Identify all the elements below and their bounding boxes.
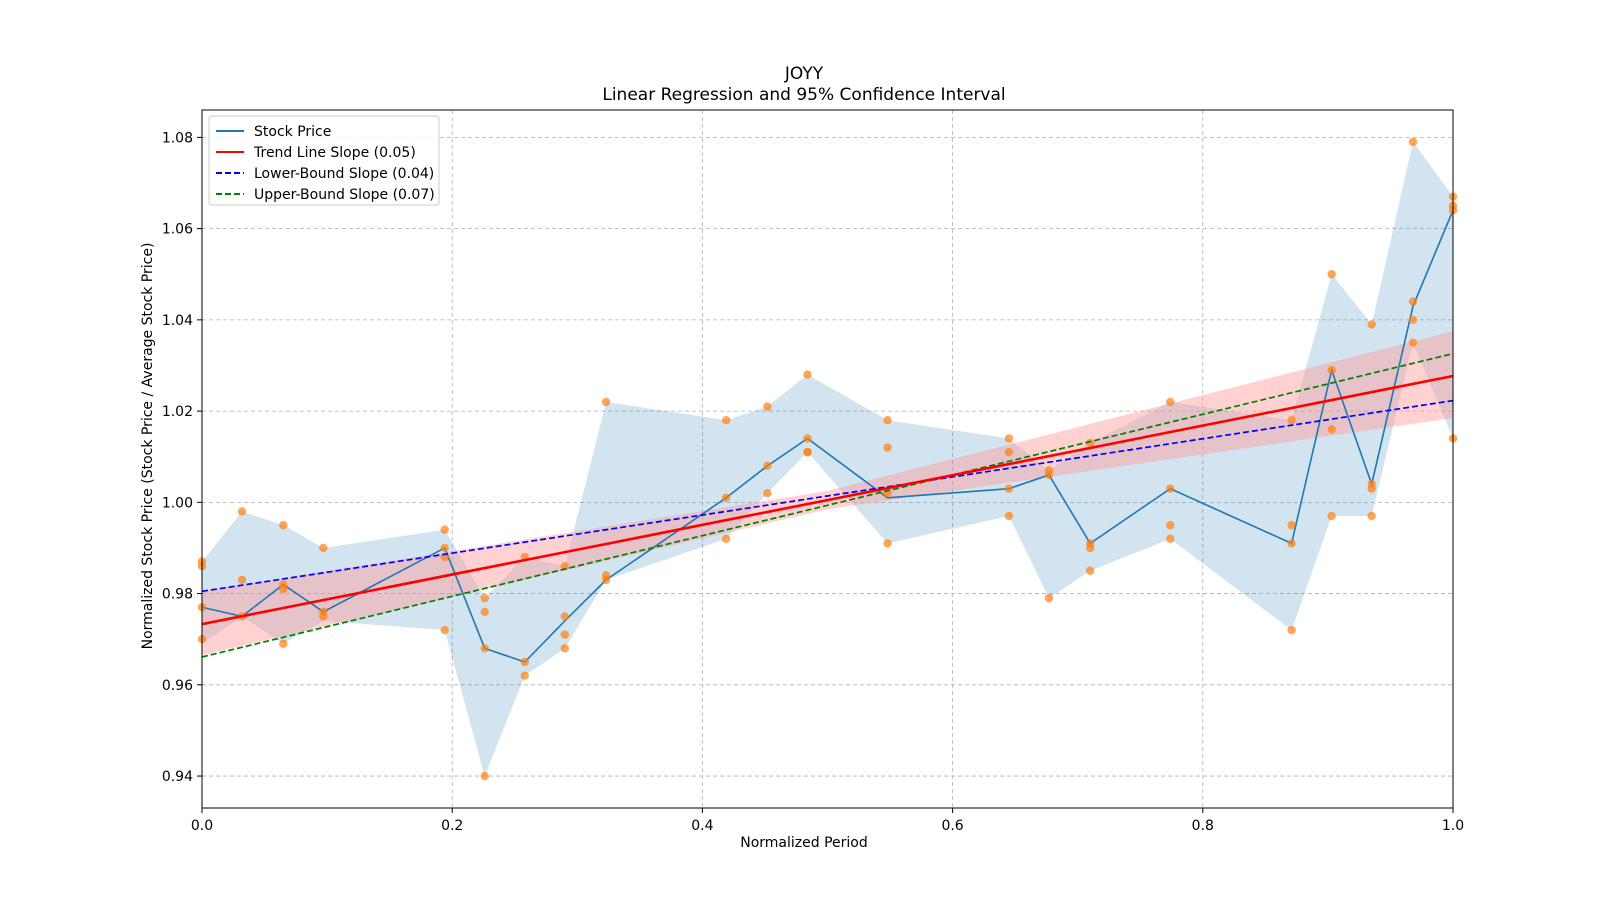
price-range-band xyxy=(202,141,1453,777)
scatter-point xyxy=(1004,511,1014,521)
chart-title: JOYY xyxy=(784,64,824,84)
legend-box xyxy=(208,115,440,206)
scatter-point xyxy=(520,671,529,680)
scatter-point xyxy=(803,447,812,457)
scatter-point xyxy=(279,639,288,648)
scatter-point xyxy=(601,575,611,585)
scatter-point xyxy=(1044,470,1054,480)
legend-label: Trend Line Slope (0.05) xyxy=(253,145,416,161)
y-tick-label: 0.94 xyxy=(162,769,193,785)
x-tick-label: 0.2 xyxy=(441,818,463,834)
scatter-point xyxy=(1287,520,1296,530)
scatter-point xyxy=(763,402,772,411)
scatter-point xyxy=(560,630,569,639)
scatter-point xyxy=(1086,438,1095,448)
scatter-point xyxy=(1327,270,1336,279)
scatter-point xyxy=(440,625,449,635)
scatter-point xyxy=(1367,511,1376,521)
x-tick-label: 1.0 xyxy=(1442,818,1464,834)
x-tick-label: 0.6 xyxy=(941,818,963,834)
y-tick-label: 0.96 xyxy=(162,678,193,694)
scatter-point xyxy=(237,575,247,585)
scatter-point xyxy=(1367,320,1376,329)
scatter-point xyxy=(721,493,731,502)
scatter-point xyxy=(1408,315,1418,325)
scatter-point xyxy=(803,370,812,379)
scatter-point xyxy=(803,434,812,443)
scatter-point xyxy=(1287,416,1296,425)
scatter-point xyxy=(319,612,328,621)
scatter-point xyxy=(1086,566,1095,575)
scatter-point xyxy=(763,489,772,498)
scatter-point xyxy=(1327,425,1336,434)
scatter-point xyxy=(1166,484,1175,493)
scatter-point xyxy=(1408,137,1418,147)
upper-bound-line xyxy=(201,352,1454,658)
scatter-point xyxy=(1166,520,1175,530)
legend-label: Stock Price xyxy=(254,124,331,140)
scatter-point xyxy=(279,584,288,594)
scatter-point xyxy=(1327,365,1336,375)
scatter-point xyxy=(480,593,489,603)
scatter-point xyxy=(1367,484,1376,493)
plot-frame xyxy=(201,109,1454,809)
y-tick-label: 1.08 xyxy=(162,130,193,146)
scatter-point xyxy=(279,520,288,530)
scatter-point xyxy=(1086,543,1095,553)
scatter-point xyxy=(560,644,569,653)
scatter-point xyxy=(883,443,892,452)
scatter-point xyxy=(480,644,489,653)
y-tick-label: 1.00 xyxy=(162,495,193,511)
scatter-point xyxy=(883,416,892,425)
scatter-point xyxy=(440,525,449,534)
scatter-point xyxy=(721,416,731,425)
scatter-point xyxy=(1004,434,1014,443)
scatter-point xyxy=(480,771,489,781)
scatter-point xyxy=(1004,447,1014,457)
x-axis-label: Normalized Period xyxy=(740,835,868,851)
scatter-point xyxy=(721,534,731,544)
x-tick-label: 0.4 xyxy=(691,818,713,834)
scatter-point xyxy=(560,612,569,621)
scatter-point xyxy=(560,562,569,571)
scatter-point xyxy=(520,657,529,667)
scatter-point xyxy=(1166,534,1175,544)
scatter-point xyxy=(1287,625,1296,635)
y-axis-label: Normalized Stock Price (Stock Price / Av… xyxy=(140,243,156,650)
scatter-point xyxy=(480,607,489,617)
legend-label: Lower-Bound Slope (0.04) xyxy=(254,166,434,182)
x-tick-label: 0.0 xyxy=(191,818,213,834)
y-tick-label: 1.02 xyxy=(162,404,193,420)
scatter-point xyxy=(1044,593,1054,603)
lower-bound-line xyxy=(201,399,1454,593)
scatter-point xyxy=(763,461,772,471)
y-tick-label: 1.04 xyxy=(162,313,193,329)
scatter-point xyxy=(1327,511,1336,521)
plot-area: 0.0 0.2 0.4 0.6 0.8 1.0 0.94 0.96 0.98 1.00 1.02 1.… xyxy=(162,109,1464,834)
trend-confidence-band xyxy=(202,331,1453,656)
scatter-point xyxy=(440,543,449,553)
scatter-point xyxy=(1287,539,1296,548)
scatter-point xyxy=(1166,397,1175,407)
scatter-point xyxy=(237,507,247,516)
chart-subtitle: Linear Regression and 95% Confidence Int… xyxy=(602,85,1005,105)
scatter-point xyxy=(319,543,328,553)
scatter-point xyxy=(1004,484,1014,493)
scatter-point xyxy=(601,397,611,407)
x-tick-label: 0.8 xyxy=(1192,818,1214,834)
legend-label: Upper-Bound Slope (0.07) xyxy=(254,187,435,203)
stock-price-line xyxy=(201,210,1454,663)
trend-line xyxy=(201,374,1454,626)
y-tick-label: 0.98 xyxy=(162,587,193,603)
scatter-point xyxy=(1408,338,1418,347)
y-tick-label: 1.06 xyxy=(162,222,193,238)
scatter-point xyxy=(1408,297,1418,306)
scatter-point xyxy=(883,539,892,548)
legend: Stock Price Trend Line Slope (0.05) Lower-… xyxy=(208,115,440,206)
